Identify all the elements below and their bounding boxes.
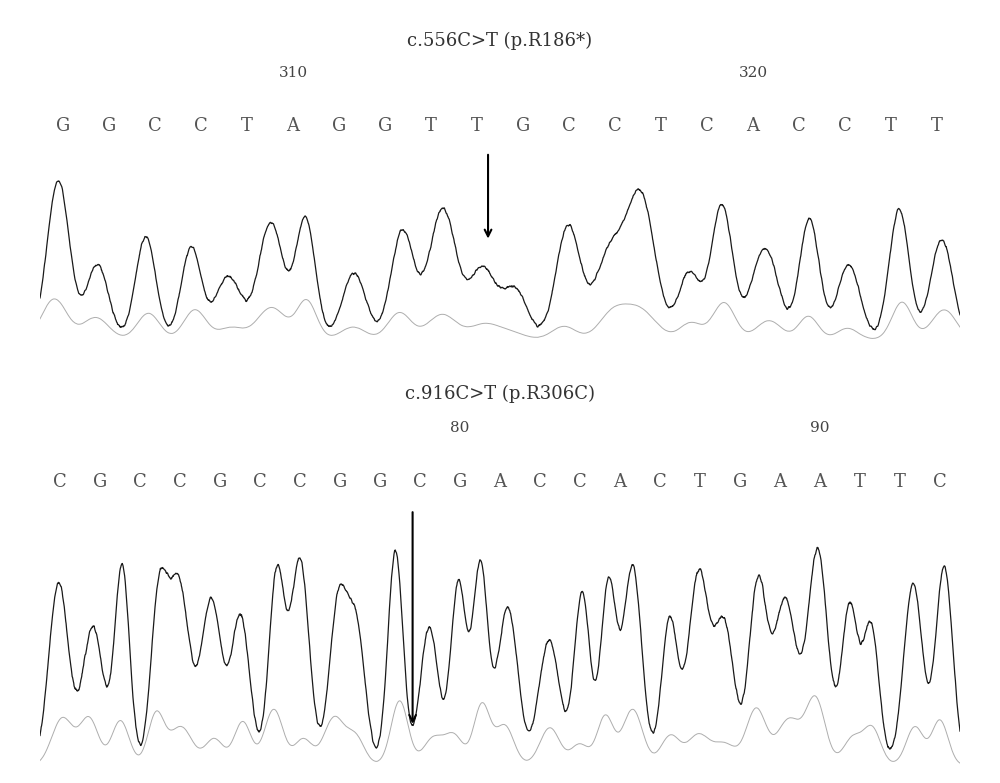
Text: C: C: [148, 117, 162, 135]
Text: A: A: [774, 474, 787, 491]
Text: G: G: [333, 474, 347, 491]
Text: C: C: [933, 474, 947, 491]
Text: C: C: [533, 474, 547, 491]
Text: T: T: [241, 117, 253, 135]
Text: C: C: [700, 117, 714, 135]
Text: T: T: [425, 117, 437, 135]
Text: G: G: [332, 117, 346, 135]
Text: T: T: [694, 474, 706, 491]
Text: G: G: [733, 474, 747, 491]
Text: A: A: [614, 474, 627, 491]
Text: C: C: [253, 474, 267, 491]
Text: T: T: [931, 117, 943, 135]
Text: G: G: [102, 117, 116, 135]
Text: c.916C>T (p.R306C): c.916C>T (p.R306C): [405, 384, 595, 402]
Text: G: G: [213, 474, 227, 491]
Text: A: A: [747, 117, 760, 135]
Text: T: T: [471, 117, 483, 135]
Text: c.556C>T (p.R186*): c.556C>T (p.R186*): [407, 32, 593, 50]
Text: G: G: [378, 117, 392, 135]
Text: T: T: [854, 474, 866, 491]
Text: C: C: [653, 474, 667, 491]
Text: 80: 80: [450, 420, 470, 435]
Text: G: G: [373, 474, 387, 491]
Text: T: T: [655, 117, 667, 135]
Text: G: G: [453, 474, 467, 491]
Text: C: C: [413, 474, 427, 491]
Text: C: C: [53, 474, 67, 491]
Text: C: C: [838, 117, 852, 135]
Text: C: C: [173, 474, 187, 491]
Text: 320: 320: [738, 66, 768, 80]
Text: G: G: [516, 117, 530, 135]
Text: A: A: [287, 117, 300, 135]
Text: G: G: [56, 117, 70, 135]
Text: C: C: [194, 117, 208, 135]
Text: C: C: [573, 474, 587, 491]
Text: A: A: [494, 474, 507, 491]
Text: C: C: [608, 117, 622, 135]
Text: C: C: [792, 117, 806, 135]
Text: G: G: [93, 474, 107, 491]
Text: C: C: [133, 474, 147, 491]
Text: T: T: [885, 117, 897, 135]
Text: 90: 90: [810, 420, 830, 435]
Text: T: T: [894, 474, 906, 491]
Text: A: A: [814, 474, 827, 491]
Text: 310: 310: [278, 66, 308, 80]
Text: C: C: [562, 117, 576, 135]
Text: C: C: [293, 474, 307, 491]
